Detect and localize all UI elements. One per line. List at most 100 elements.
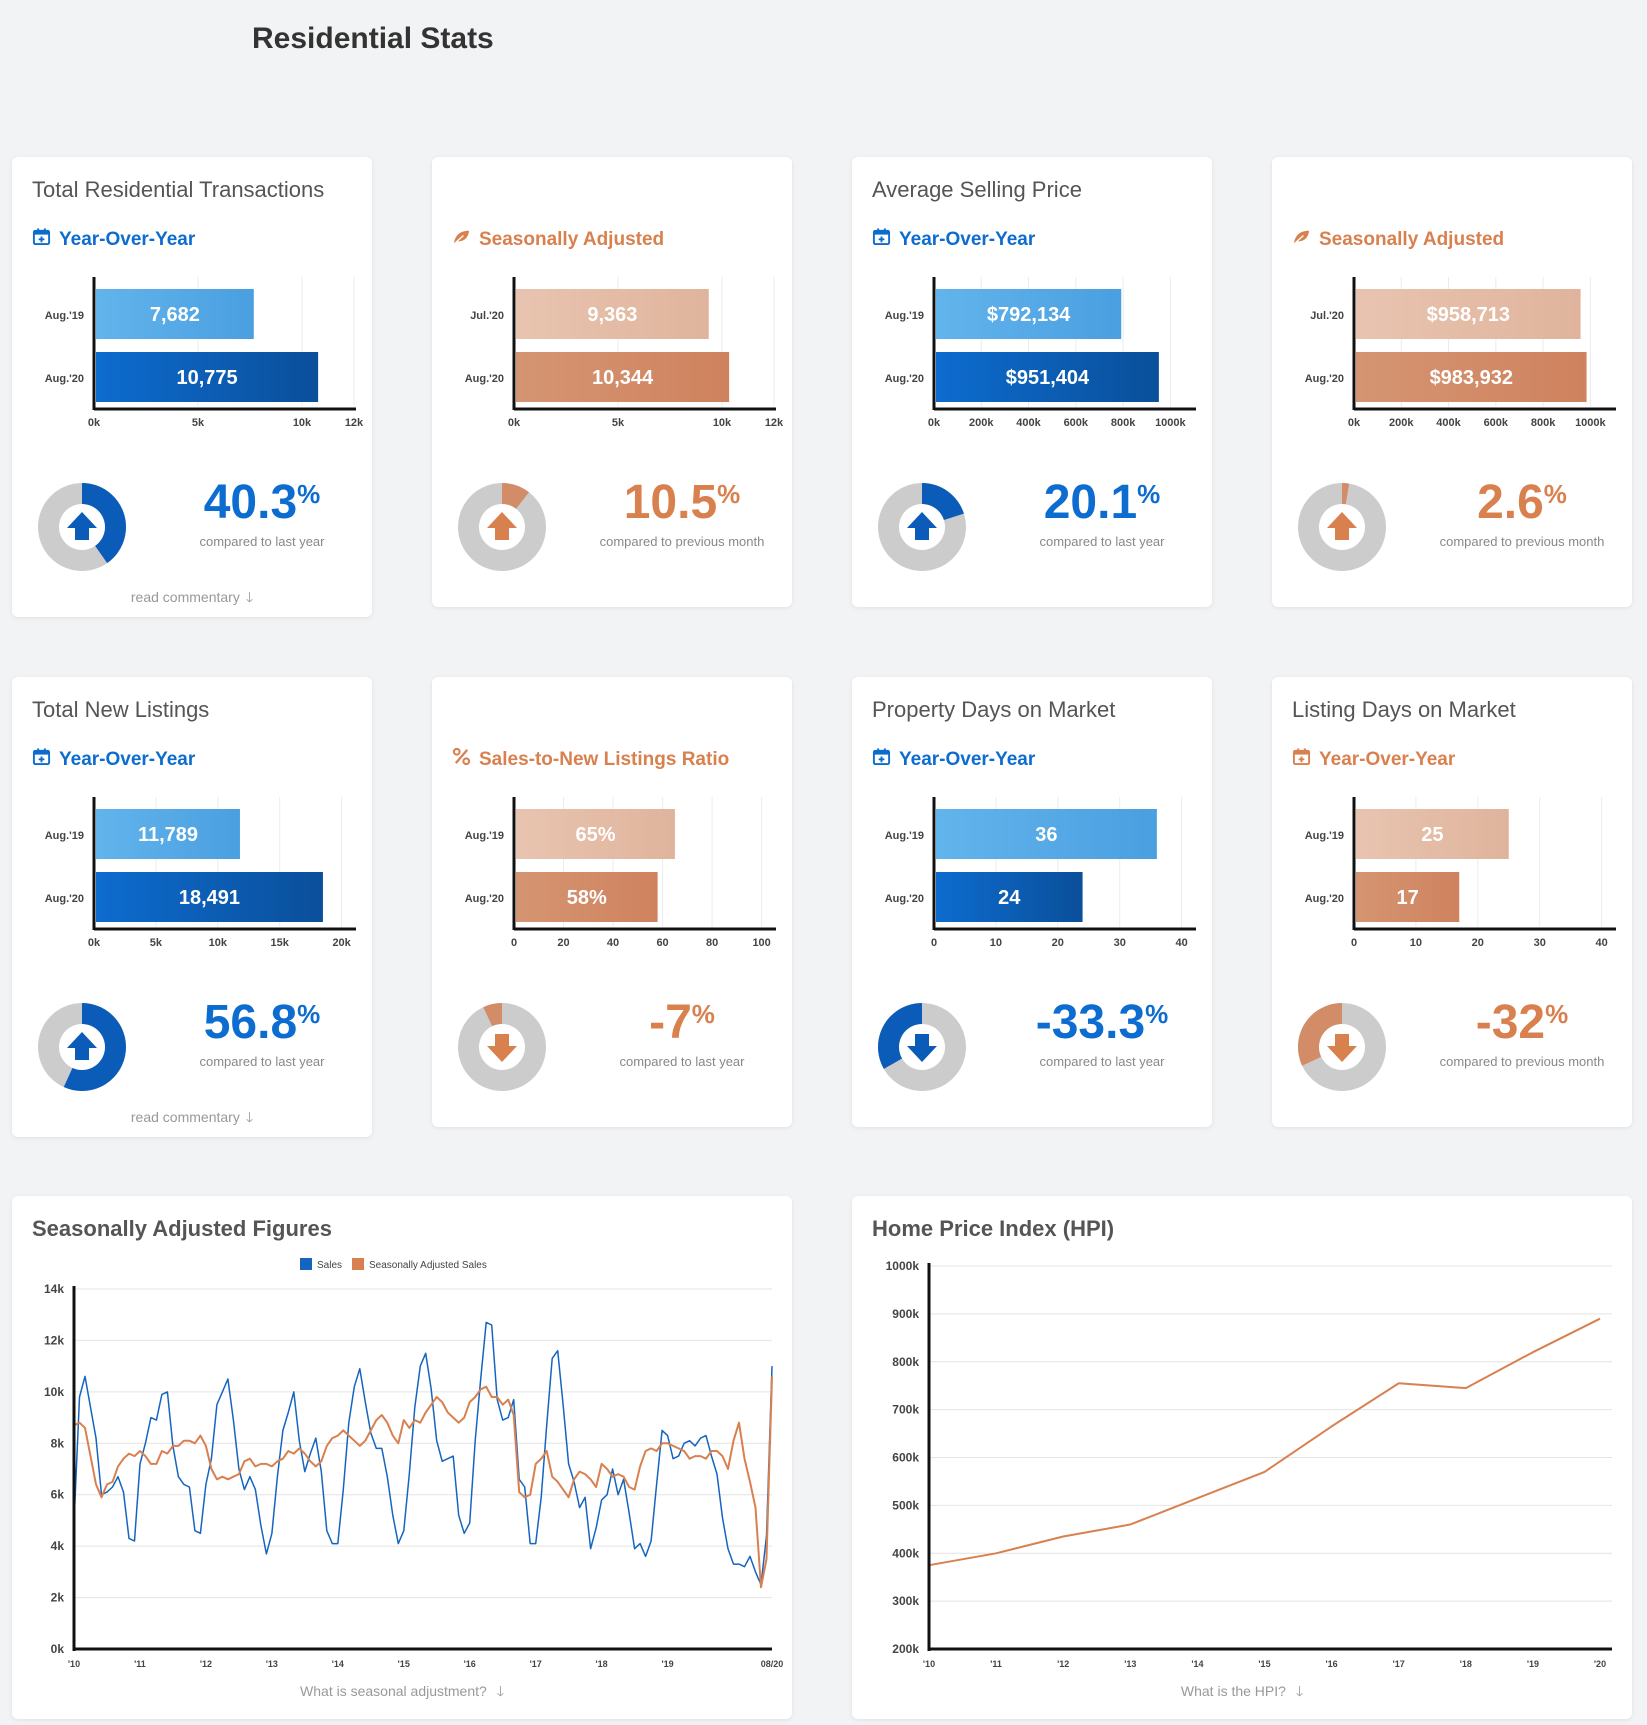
bar-value-label: 65%: [575, 824, 615, 846]
tick-label: 0k: [928, 417, 941, 429]
change-donut: [458, 483, 546, 571]
bar-value-label: 58%: [567, 887, 607, 909]
percent-value: 2.6: [1477, 476, 1544, 529]
read-commentary-label: read commentary: [130, 589, 240, 605]
card-subtitle-label: Year-Over-Year: [899, 228, 1036, 250]
category-label: Aug.'20: [885, 893, 924, 905]
tick-label: 30: [1114, 937, 1126, 949]
read-commentary-link[interactable]: read commentary 🡓: [12, 587, 372, 611]
bar-value-label: 11,789: [138, 824, 198, 846]
card-subtitle: Year-Over-Year: [32, 227, 195, 252]
tick-label: 200k: [969, 417, 994, 429]
category-label: Aug.'20: [1305, 893, 1344, 905]
category-label: Aug.'20: [465, 893, 504, 905]
x-tick-label: '10: [68, 1659, 80, 1669]
category-label: Aug.'19: [465, 830, 504, 842]
bar: [936, 289, 1122, 339]
card-subtitle: Year-Over-Year: [1292, 747, 1455, 772]
x-tick-label: '16: [1326, 1659, 1338, 1669]
kpi-card: Listing Days on Market Year-Over-Year 25 Au…: [1272, 677, 1632, 1127]
tick-label: 20k: [332, 937, 351, 949]
percent-value: 56.8: [203, 996, 298, 1049]
card-subtitle: Seasonally Adjusted: [1292, 227, 1504, 252]
calendar-icon: [32, 227, 51, 252]
percent-sign: %: [1543, 479, 1567, 509]
y-tick-label: 300k: [892, 1594, 919, 1608]
arrow-up-icon: [67, 1032, 97, 1060]
bar: [1356, 872, 1460, 922]
percent-icon: [452, 747, 471, 772]
bar-value-label: 7,682: [150, 304, 200, 326]
percent-change: 56.8%: [162, 999, 362, 1047]
card-subtitle: Seasonally Adjusted: [452, 227, 664, 252]
x-tick-label: '15: [1258, 1659, 1270, 1669]
y-tick-label: 14k: [44, 1282, 64, 1296]
tick-label: 0k: [88, 937, 101, 949]
tick-label: 40: [607, 937, 619, 949]
calendar-icon: [32, 747, 51, 772]
x-tick-label: '19: [1527, 1659, 1539, 1669]
percent-sign: %: [297, 479, 321, 509]
leaf-icon: [1292, 227, 1311, 252]
card-subtitle-label: Seasonally Adjusted: [479, 228, 665, 250]
card-subtitle: Year-Over-Year: [872, 747, 1035, 772]
arrow-down-icon: 🡓: [496, 1683, 504, 1699]
hpi-title: Home Price Index (HPI): [872, 1216, 1115, 1241]
bar-value-label: $958,713: [1427, 304, 1510, 326]
compare-text: compared to last year: [199, 1054, 325, 1069]
tick-label: 10: [990, 937, 1002, 949]
percent-change: 40.3%: [162, 479, 362, 527]
tick-label: 400k: [1016, 417, 1041, 429]
arrow-up-icon: [1327, 512, 1357, 540]
bar-chart: 65% Aug.'19 58% Aug.'20 0 20 40 60 80 100: [465, 797, 776, 949]
bar-value-label: 17: [1396, 887, 1418, 909]
page-title: Residential Stats: [252, 22, 494, 55]
tick-label: 30: [1534, 937, 1546, 949]
card-subtitle-label: Seasonally Adjusted: [1319, 228, 1505, 250]
tick-label: 0: [931, 937, 937, 949]
x-tick-label: '12: [1057, 1659, 1069, 1669]
compare-text: compared to previous month: [1439, 1054, 1605, 1069]
tick-label: 600k: [1484, 417, 1509, 429]
percent-value: 40.3: [203, 476, 298, 529]
percent-value: -33.3: [1035, 996, 1146, 1049]
hpi-link[interactable]: What is the HPI? 🡓: [852, 1681, 1632, 1705]
legend-label[interactable]: Seasonally Adjusted Sales: [369, 1260, 487, 1271]
arrow-up-icon: [67, 512, 97, 540]
tick-label: 100: [752, 937, 770, 949]
category-label: Jul.'20: [470, 310, 504, 322]
bar: [936, 809, 1157, 859]
card-title: Average Selling Price: [872, 177, 1082, 202]
bar-chart: $958,713 Jul.'20 $983,932 Aug.'20 0k 200k 400k…: [1305, 277, 1616, 429]
tick-label: 60: [656, 937, 668, 949]
bar: [516, 352, 730, 402]
tick-label: 200k: [1389, 417, 1414, 429]
bar-value-label: 10,775: [176, 367, 237, 389]
compare-text: compared to last year: [199, 534, 325, 549]
tick-label: 10k: [713, 417, 732, 429]
hpi-line: [928, 1317, 1601, 1567]
y-tick-label: 8k: [51, 1436, 65, 1450]
change-donut: [878, 483, 966, 571]
change-donut: [878, 1003, 966, 1091]
percent-value: 10.5: [623, 476, 718, 529]
x-tick-label: '14: [1191, 1659, 1203, 1669]
seasonal-title: Seasonally Adjusted Figures: [32, 1216, 332, 1241]
arrow-down-icon: [487, 1034, 517, 1062]
seasonal-adjustment-link[interactable]: What is seasonal adjustment? 🡓: [12, 1681, 792, 1705]
legend-label[interactable]: Sales: [317, 1260, 342, 1271]
hpi-chart: 200k 300k 400k 500k 600k 700k 800k 900k 1000k '10…: [886, 1259, 1612, 1669]
tick-label: 800k: [1531, 417, 1556, 429]
category-label: Aug.'19: [45, 830, 84, 842]
kpi-card: Total New Listings Year-Over-Year 11,789 Au…: [12, 677, 372, 1137]
percent-sign: %: [1137, 479, 1161, 509]
bar: [1356, 809, 1509, 859]
calendar-icon: [872, 747, 891, 772]
percent-value: 20.1: [1043, 476, 1138, 529]
read-commentary-link[interactable]: read commentary 🡓: [12, 1107, 372, 1131]
bar: [96, 289, 254, 339]
kpi-card: Seasonally Adjusted 9,363 Jul.'20 10,344 Aug…: [432, 157, 792, 607]
x-tick-label: '11: [990, 1659, 1002, 1669]
percent-change: 10.5%: [582, 479, 782, 527]
x-tick-label: '11: [134, 1659, 146, 1669]
